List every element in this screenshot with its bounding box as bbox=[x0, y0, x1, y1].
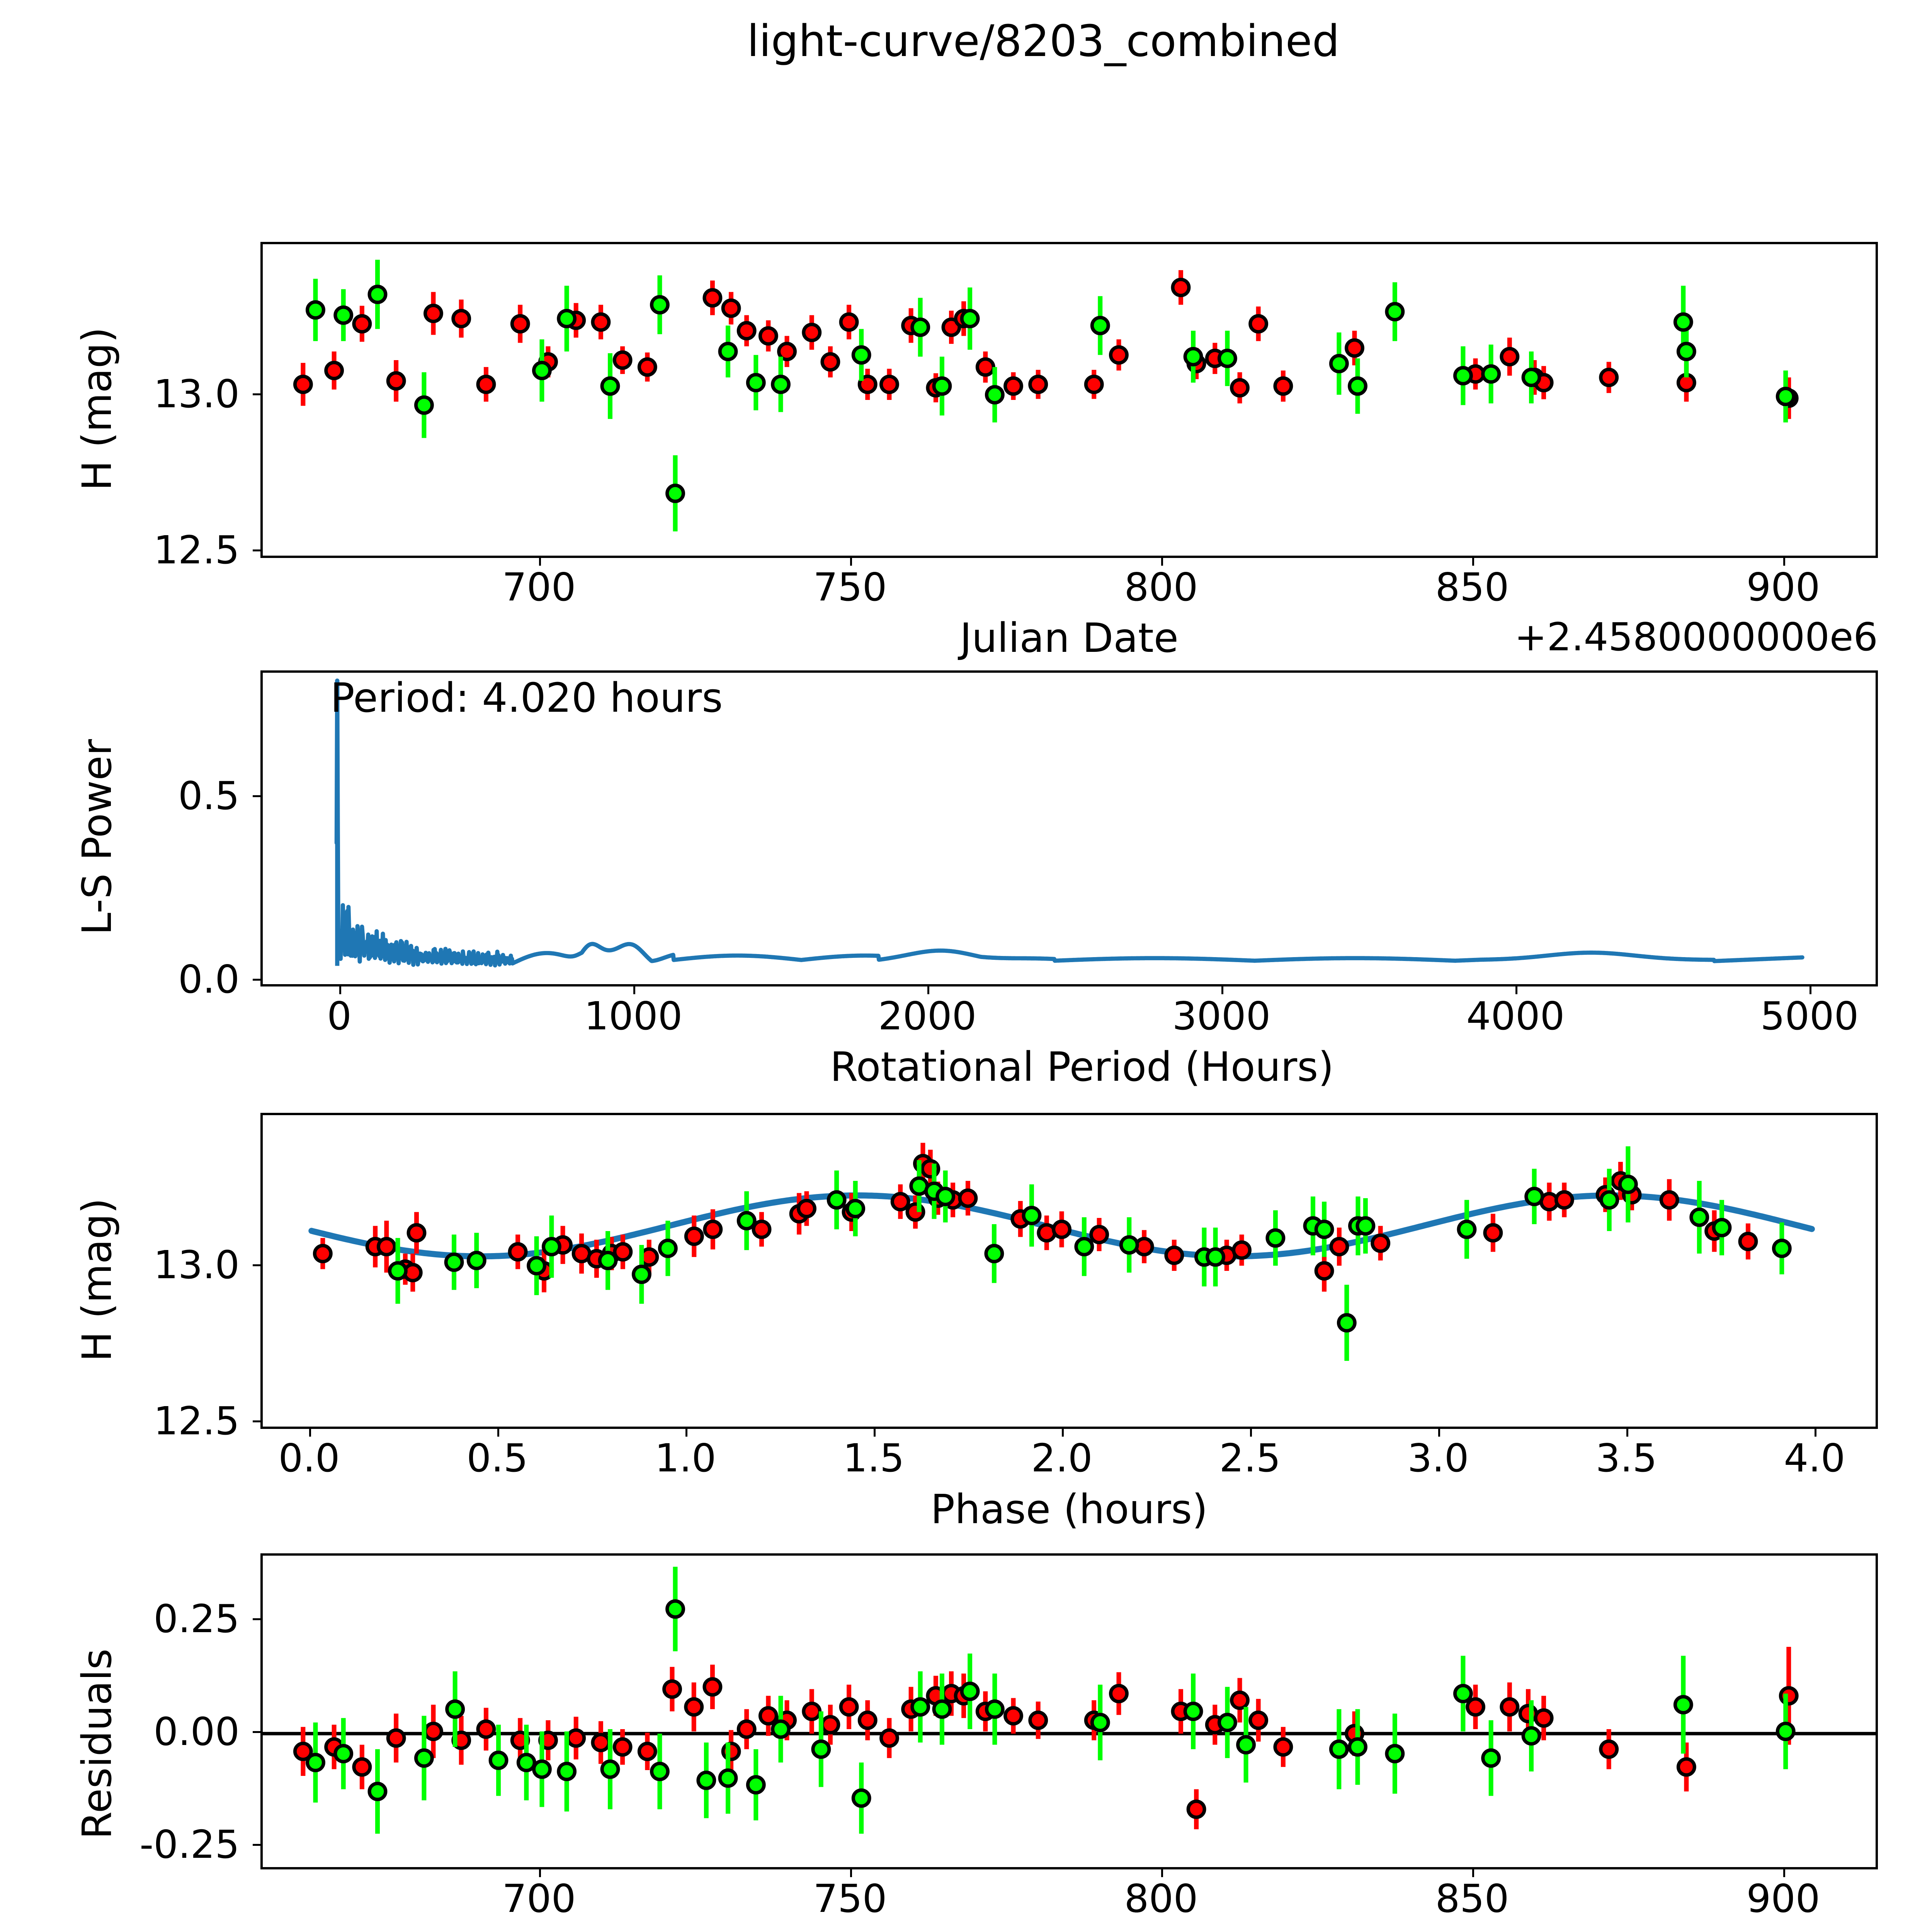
periodogram-ytickmark-1 bbox=[253, 979, 260, 981]
phase-ytickmark-1 bbox=[253, 1420, 260, 1422]
lightcurve-ytickmark-0 bbox=[253, 393, 260, 395]
lightcurve-ytick-0: 13.0 bbox=[153, 371, 240, 417]
residuals-xtick-2: 800 bbox=[1124, 1876, 1198, 1921]
residuals-xtick-1: 750 bbox=[813, 1876, 887, 1921]
phase-xtick-4: 2.0 bbox=[1031, 1435, 1093, 1481]
residuals-ytick-2: -0.25 bbox=[139, 1822, 240, 1867]
lightcurve-x-offset-text: +2.4580000000e6 bbox=[1514, 614, 1878, 660]
residuals-xtick-4: 900 bbox=[1746, 1876, 1820, 1921]
periodogram-ytick-1: 0.0 bbox=[178, 957, 240, 1002]
lightcurve-ytick-1: 12.5 bbox=[153, 527, 240, 573]
phase-xtickmark-8 bbox=[1815, 1429, 1816, 1437]
periodogram-xtick-1: 1000 bbox=[584, 993, 683, 1039]
phase-xtick-6: 3.0 bbox=[1407, 1435, 1469, 1481]
periodogram-ylabel: L-S Power bbox=[73, 739, 121, 935]
residuals-xtickmark-2 bbox=[1161, 1869, 1163, 1877]
periodogram-ytick-0: 0.5 bbox=[178, 773, 240, 818]
residuals-axes bbox=[260, 1553, 1878, 1869]
phase-xtick-2: 1.0 bbox=[655, 1435, 716, 1481]
lightcurve-xtickmark-3 bbox=[1472, 558, 1474, 566]
periodogram-period-annotation: Period: 4.020 hours bbox=[330, 674, 723, 721]
residuals-xtickmark-0 bbox=[539, 1869, 541, 1877]
residuals-ytickmark-1 bbox=[253, 1731, 260, 1733]
periodogram-axes bbox=[260, 670, 1878, 986]
periodogram-xtick-2: 2000 bbox=[878, 993, 977, 1039]
phase-xtick-8: 4.0 bbox=[1784, 1435, 1845, 1481]
figure-title: light-curve/8203_combined bbox=[747, 16, 1340, 66]
phase-xtickmark-7 bbox=[1626, 1429, 1628, 1437]
periodogram-xtickmark-4 bbox=[1515, 986, 1517, 994]
phase-ylabel: H (mag) bbox=[73, 1198, 121, 1362]
lightcurve-ylabel: H (mag) bbox=[73, 327, 121, 491]
lightcurve-xtick-2: 800 bbox=[1124, 565, 1198, 610]
periodogram-xlabel: Rotational Period (Hours) bbox=[830, 1043, 1334, 1090]
phase-xtick-5: 2.5 bbox=[1219, 1435, 1281, 1481]
phase-xtickmark-2 bbox=[685, 1429, 687, 1437]
lightcurve-plot-area bbox=[293, 260, 1799, 532]
phase-xtickmark-6 bbox=[1438, 1429, 1440, 1437]
periodogram-xtickmark-0 bbox=[339, 986, 341, 994]
residuals-xlabel: Julian Date bbox=[876, 1926, 1262, 1932]
lightcurve-axes bbox=[260, 242, 1878, 558]
periodogram-xtick-0: 0 bbox=[327, 993, 352, 1039]
lightcurve-xtickmark-1 bbox=[850, 558, 852, 566]
periodogram-xtick-4: 4000 bbox=[1466, 993, 1565, 1039]
phase-xtickmark-0 bbox=[309, 1429, 311, 1437]
phase-ytick-1: 12.5 bbox=[153, 1398, 240, 1444]
phase-ytick-0: 13.0 bbox=[153, 1242, 240, 1287]
phase-xtickmark-3 bbox=[874, 1429, 876, 1437]
residuals-xtickmark-1 bbox=[850, 1869, 852, 1877]
residuals-xtick-3: 850 bbox=[1435, 1876, 1509, 1921]
periodogram-xtickmark-3 bbox=[1221, 986, 1223, 994]
lightcurve-ytickmark-1 bbox=[253, 549, 260, 551]
phase-xtick-3: 1.5 bbox=[843, 1435, 905, 1481]
lightcurve-xtick-4: 900 bbox=[1746, 565, 1820, 610]
phase-xtickmark-1 bbox=[497, 1429, 499, 1437]
periodogram-xtickmark-5 bbox=[1810, 986, 1811, 994]
phase-xlabel: Phase (hours) bbox=[930, 1486, 1208, 1533]
residuals-ylabel: Residuals bbox=[73, 1648, 121, 1839]
periodogram-ytickmark-0 bbox=[253, 795, 260, 797]
lightcurve-xtick-1: 750 bbox=[813, 565, 887, 610]
periodogram-xtickmark-1 bbox=[633, 986, 635, 994]
residuals-ytickmark-2 bbox=[253, 1844, 260, 1846]
phase-xtick-0: 0.0 bbox=[278, 1435, 340, 1481]
phase-ytickmark-0 bbox=[253, 1264, 260, 1266]
residuals-xtickmark-3 bbox=[1472, 1869, 1474, 1877]
residuals-ytickmark-0 bbox=[253, 1618, 260, 1620]
residuals-plot-area bbox=[263, 1566, 1876, 1834]
phase-xtickmark-5 bbox=[1250, 1429, 1252, 1437]
residuals-xtick-0: 700 bbox=[502, 1876, 576, 1921]
residuals-x-offset-text: +2.4580000000e6 bbox=[1275, 1926, 1878, 1932]
phase-axes bbox=[260, 1113, 1878, 1429]
phase-xtick-1: 0.5 bbox=[466, 1435, 528, 1481]
lightcurve-xtick-3: 850 bbox=[1435, 565, 1509, 610]
lightcurve-xtickmark-0 bbox=[539, 558, 541, 566]
periodogram-xtick-5: 5000 bbox=[1760, 993, 1859, 1039]
lightcurve-xtickmark-2 bbox=[1161, 558, 1163, 566]
residuals-xtickmark-4 bbox=[1783, 1869, 1785, 1877]
periodogram-xtick-3: 3000 bbox=[1172, 993, 1271, 1039]
phase-plot-area bbox=[308, 1143, 1815, 1361]
residuals-ytick-0: 0.25 bbox=[153, 1596, 240, 1641]
periodogram-plot-area bbox=[334, 678, 1804, 968]
residuals-ytick-1: 0.00 bbox=[153, 1709, 240, 1754]
periodogram-xtickmark-2 bbox=[927, 986, 929, 994]
phase-xtick-7: 3.5 bbox=[1595, 1435, 1657, 1481]
lightcurve-xlabel: Julian Date bbox=[960, 614, 1179, 662]
phase-xtickmark-4 bbox=[1062, 1429, 1064, 1437]
lightcurve-xtickmark-4 bbox=[1783, 558, 1785, 566]
lightcurve-xtick-0: 700 bbox=[502, 565, 576, 610]
